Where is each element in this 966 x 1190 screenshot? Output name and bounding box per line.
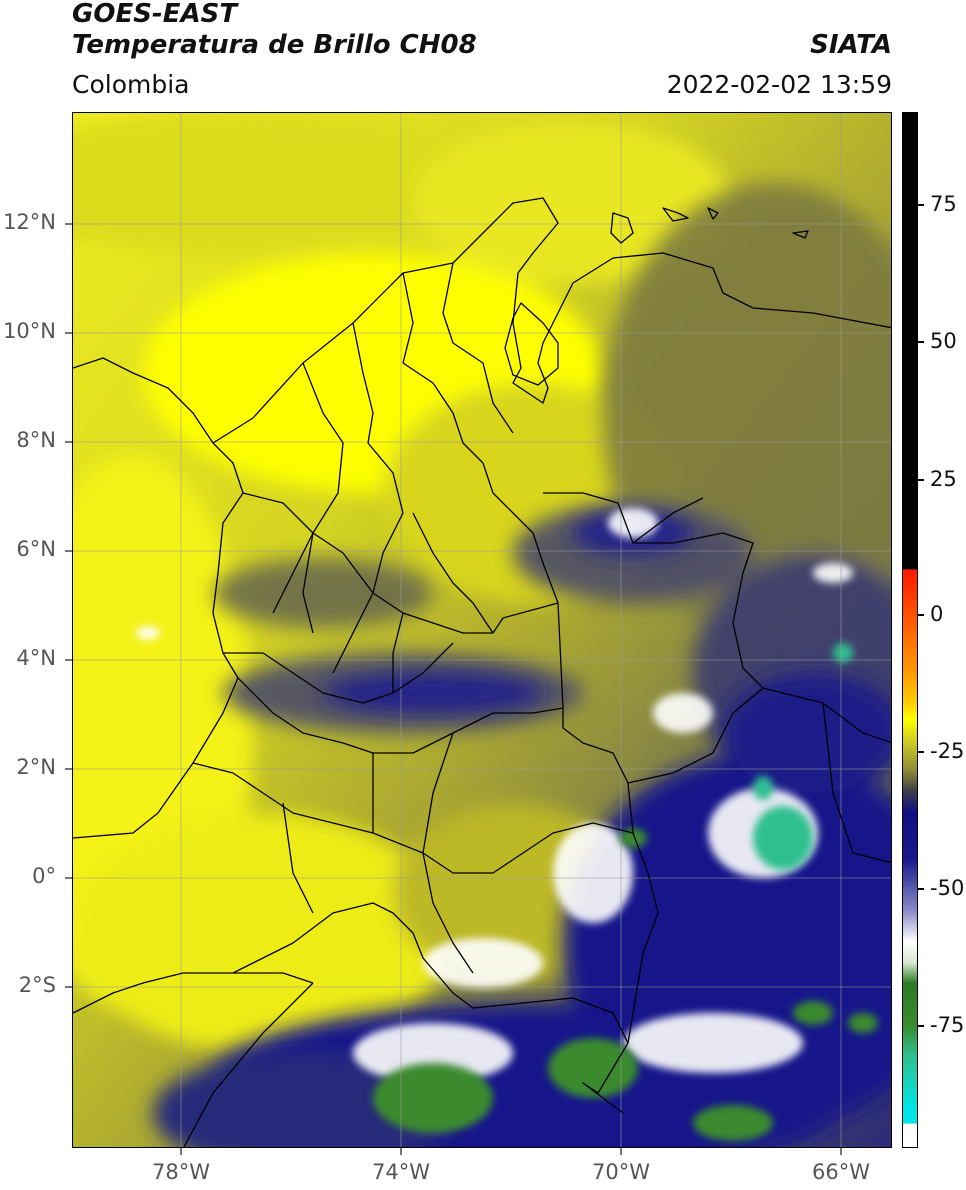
lat-label-10N: 10°N [3,319,56,343]
lat-tick [65,986,72,988]
colorbar-label-75: 75 [930,192,957,216]
colorbar-label-minus50: -50 [930,876,965,900]
colorbar-tick [917,204,924,206]
lon-label-74W: 74°W [372,1160,430,1184]
colorbar-label-0: 0 [930,602,944,626]
colorbar [902,112,918,1148]
colorbar-label-minus25: -25 [930,739,965,763]
lon-label-78W: 78°W [152,1160,210,1184]
lat-label-0: 0° [32,864,56,888]
lon-tick [400,1148,402,1155]
lat-label-12N: 12°N [3,210,56,234]
lon-tick [840,1148,842,1155]
title-satellite: GOES-EAST [72,0,238,29]
colorbar-tick [917,751,924,753]
colorbar-label-minus75: -75 [930,1013,965,1037]
colorbar-tick [917,479,924,481]
lat-label-6N: 6°N [16,537,56,561]
lon-tick [180,1148,182,1155]
lat-tick [65,441,72,443]
lat-tick [65,659,72,661]
brightness-temperature-map [73,113,891,1147]
colorbar-tick [917,888,924,890]
colorbar-label-50: 50 [930,329,957,353]
lat-label-2N: 2°N [16,755,56,779]
title-product: Temperatura de Brillo CH08 [72,30,477,60]
colorbar-gradient [903,113,917,1147]
lat-tick [65,223,72,225]
lon-tick [620,1148,622,1155]
colorbar-label-25: 25 [930,467,957,491]
lon-label-66W: 66°W [812,1160,870,1184]
region-label: Colombia [72,70,190,99]
lat-label-4N: 4°N [16,646,56,670]
timestamp: 2022-02-02 13:59 [666,70,892,99]
lat-tick [65,332,72,334]
lat-tick [65,550,72,552]
lat-label-8N: 8°N [16,428,56,452]
map-panel [72,112,892,1148]
lon-label-70W: 70°W [592,1160,650,1184]
colorbar-tick [917,341,924,343]
colorbar-tick [917,614,924,616]
lat-tick [65,877,72,879]
colorbar-tick [917,1025,924,1027]
brand-label: SIATA [810,30,892,60]
lat-tick [65,768,72,770]
lat-label-2S: 2°S [18,973,56,997]
